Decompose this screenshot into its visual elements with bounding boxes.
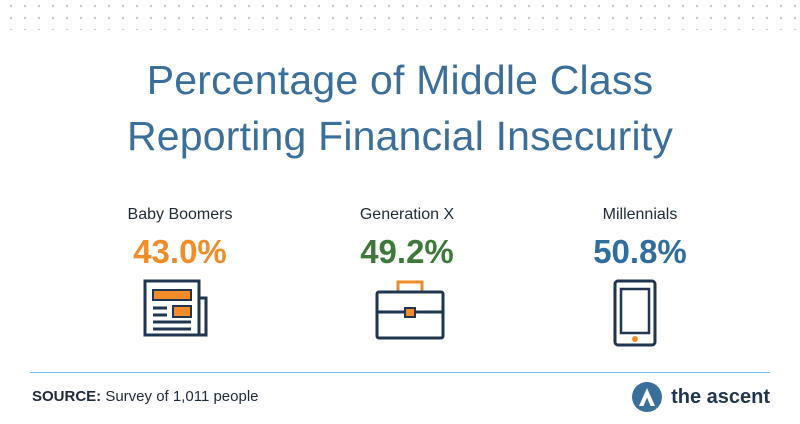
category-label: Generation X <box>359 206 455 223</box>
value-label: 43.0% <box>133 233 227 270</box>
category-label: Millennials <box>602 206 678 223</box>
source-note: SOURCE: Survey of 1,011 people <box>32 388 259 405</box>
stat-generation-x: Generation X 49.2% <box>297 204 517 272</box>
value-label: 49.2% <box>360 233 454 270</box>
brand-name: the ascent <box>671 385 770 408</box>
newspaper-icon <box>142 278 210 343</box>
source-label: SOURCE: <box>32 388 102 405</box>
category-label: Baby Boomers <box>127 206 233 223</box>
dotted-pattern <box>0 0 800 30</box>
briefcase-icon <box>374 278 446 347</box>
value-label: 50.8% <box>593 233 687 270</box>
brand-logo: the ascent <box>631 380 770 414</box>
divider <box>30 372 770 373</box>
stat-millennials: Millennials 50.8% <box>530 204 750 272</box>
chart-title: Percentage of Middle Class Reporting Fin… <box>0 52 800 164</box>
title-line-2: Reporting Financial Insecurity <box>126 113 674 159</box>
ascent-logo-icon <box>632 382 663 412</box>
title-line-1: Percentage of Middle Class <box>146 57 654 103</box>
tablet-icon <box>612 278 660 353</box>
source-text: Survey of 1,011 people <box>101 388 259 405</box>
stat-baby-boomers: Baby Boomers 43.0% <box>70 204 290 272</box>
